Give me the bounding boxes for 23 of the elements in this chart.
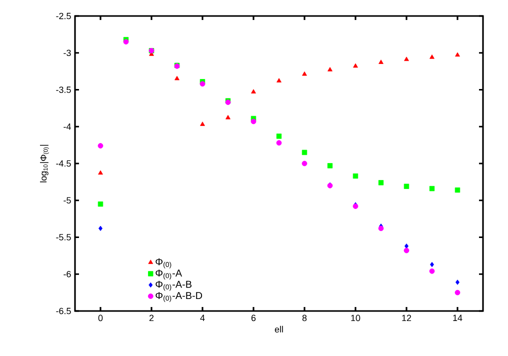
y-tick-label: -3.5 bbox=[56, 86, 71, 93]
x-tick-label: 6 bbox=[251, 314, 256, 322]
y-axis-title: log$_{10}$|Φ$_{(0)}$| bbox=[40, 144, 49, 182]
y-tick-label: -4 bbox=[64, 124, 71, 130]
y-tick-label: -5.5 bbox=[56, 234, 71, 240]
legend-label: Φ$_{(0)}$-A bbox=[156, 270, 182, 280]
y-tick-label: -4.5 bbox=[56, 160, 71, 167]
y-tick-label: -2.5 bbox=[56, 12, 71, 20]
y-tick-label: -6 bbox=[64, 270, 71, 278]
x-tick-label: 12 bbox=[402, 314, 412, 322]
legend-label: Φ$_{(0)}$ bbox=[156, 258, 172, 268]
x-tick-label: 14 bbox=[453, 314, 462, 321]
x-tick-label: 10 bbox=[351, 314, 360, 322]
y-tick-label: -3 bbox=[64, 50, 71, 56]
y-tick-label: -6.5 bbox=[56, 308, 71, 314]
legend-label: Φ$_{(0)}$-A-B bbox=[156, 280, 192, 291]
legend-label: Φ$_{(0)}$-A-B-D bbox=[156, 292, 202, 302]
y-tick-label: -5 bbox=[64, 197, 71, 204]
x-tick-label: 4 bbox=[200, 314, 205, 321]
x-tick-label: 2 bbox=[149, 314, 154, 322]
x-axis-title: ell bbox=[274, 326, 283, 333]
x-tick-label: 0 bbox=[98, 314, 103, 322]
x-tick-label: 8 bbox=[302, 314, 307, 322]
